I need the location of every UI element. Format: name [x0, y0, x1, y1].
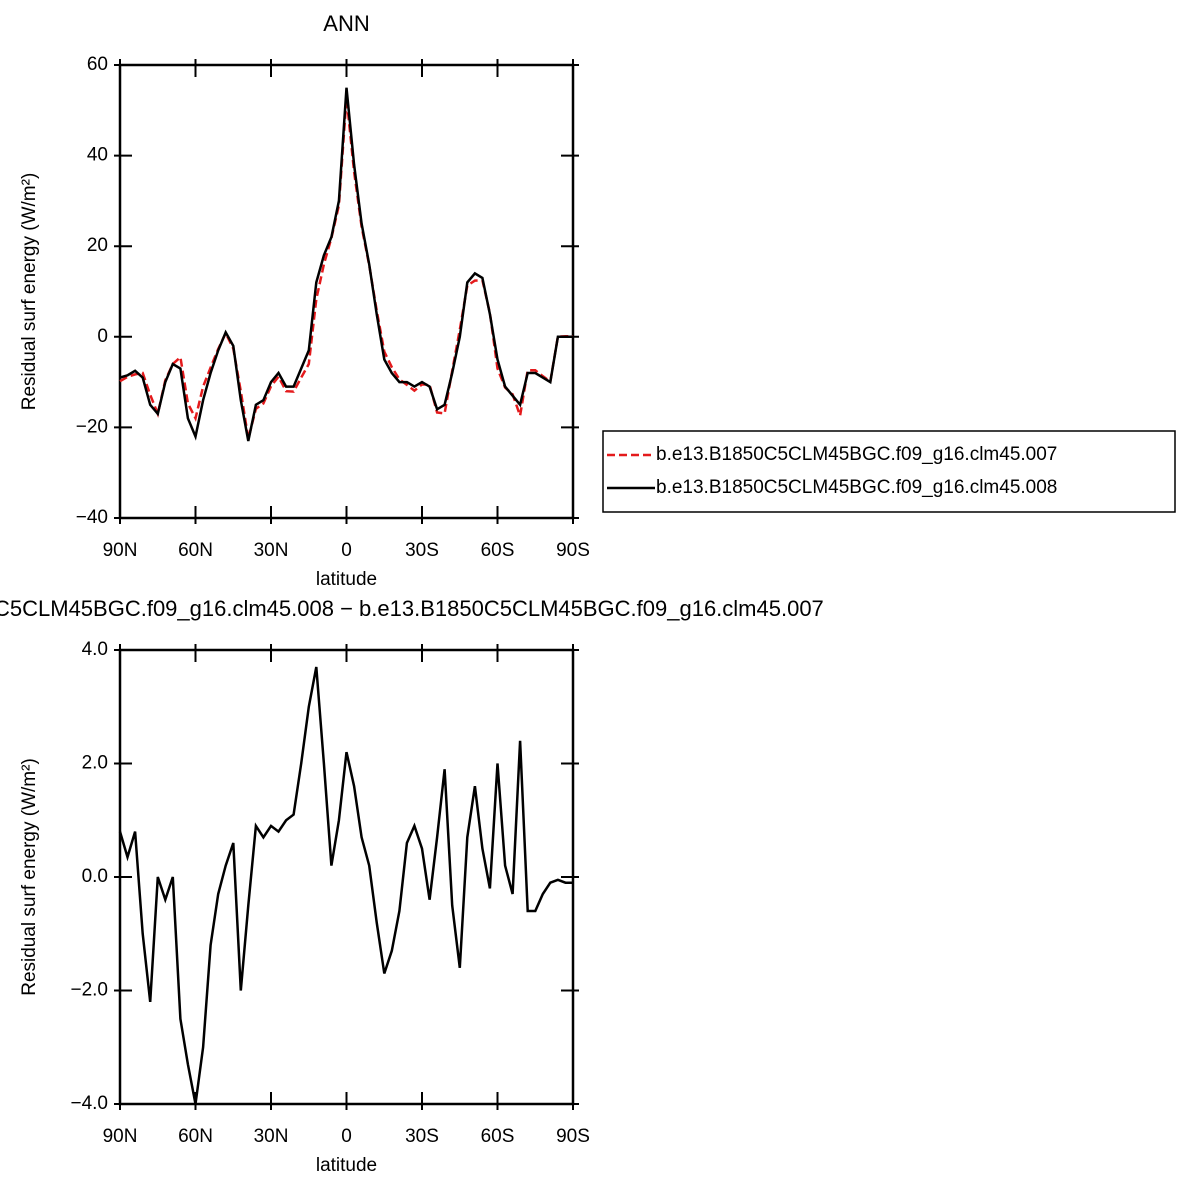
x-tick-label: 90S: [556, 540, 590, 561]
x-tick-label: 60S: [481, 540, 515, 561]
x-tick-label: 60N: [178, 540, 213, 561]
x-tick-label: 0: [341, 1126, 352, 1147]
y-axis-label: Residual surf energy (W/m²): [19, 173, 40, 411]
plot-frame: [118, 648, 575, 1106]
x-tick-label: 90S: [556, 1126, 590, 1147]
y-tick-label: 4.0: [82, 639, 108, 660]
x-tick-label: 60N: [178, 1126, 213, 1147]
y-axis-label: Residual surf energy (W/m²): [19, 758, 40, 996]
data-line: [119, 97, 573, 440]
y-tick-label: 40: [87, 145, 108, 166]
x-axis-label: latitude: [316, 1155, 377, 1176]
x-tick-label: 0: [341, 540, 352, 561]
x-tick-label: 30N: [254, 1126, 289, 1147]
chart-title: ANN: [323, 11, 369, 36]
y-tick-label: 0.0: [82, 866, 108, 887]
x-tick-label: 60S: [481, 1126, 515, 1147]
y-tick-label: 2.0: [82, 753, 108, 774]
x-tick-label: 90N: [103, 540, 138, 561]
legend-label: b.e13.B1850C5CLM45BGC.f09_g16.clm45.007: [656, 444, 1057, 465]
data-line: [119, 87, 573, 442]
x-tick-label: 30S: [405, 540, 439, 561]
legend-label: b.e13.B1850C5CLM45BGC.f09_g16.clm45.008: [656, 477, 1057, 498]
y-tick-label: −20: [76, 416, 108, 437]
y-tick-label: −4.0: [70, 1093, 108, 1114]
x-tick-label: 90N: [103, 1126, 138, 1147]
x-tick-label: 30N: [254, 540, 289, 561]
y-tick-label: 20: [87, 235, 108, 256]
y-tick-label: 60: [87, 54, 108, 75]
y-tick-label: −2.0: [70, 980, 108, 1001]
plot-frame: [118, 63, 575, 520]
x-axis-label: latitude: [316, 569, 377, 590]
y-tick-label: −40: [76, 507, 108, 528]
data-line: [118, 666, 573, 1105]
y-tick-label: 0: [97, 326, 108, 347]
x-tick-label: 30S: [405, 1126, 439, 1147]
chart-title: b.e13.B1850C5CLM45BGC.f09_g16.clm45.008 …: [0, 596, 824, 621]
legend-box: [602, 430, 1176, 513]
